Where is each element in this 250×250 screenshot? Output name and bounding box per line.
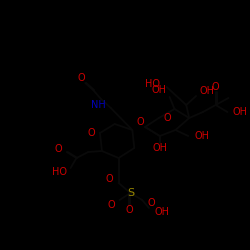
Text: NH: NH [91, 100, 106, 110]
Text: O: O [126, 205, 133, 215]
Text: O: O [136, 117, 144, 127]
Text: O: O [107, 200, 115, 210]
Text: O: O [164, 113, 171, 123]
Text: OH: OH [232, 107, 247, 117]
Text: HO: HO [145, 79, 160, 89]
Text: O: O [147, 198, 155, 208]
Text: O: O [212, 82, 220, 92]
Text: O: O [105, 174, 113, 184]
Text: OH: OH [152, 143, 167, 153]
Text: OH: OH [194, 131, 209, 141]
Text: S: S [127, 188, 134, 198]
Text: OH: OH [155, 207, 170, 217]
Text: HO: HO [52, 167, 67, 177]
Text: O: O [78, 73, 85, 83]
Text: OH: OH [152, 85, 167, 95]
Text: O: O [88, 128, 95, 138]
Text: OH: OH [199, 86, 214, 96]
Text: O: O [54, 144, 62, 154]
